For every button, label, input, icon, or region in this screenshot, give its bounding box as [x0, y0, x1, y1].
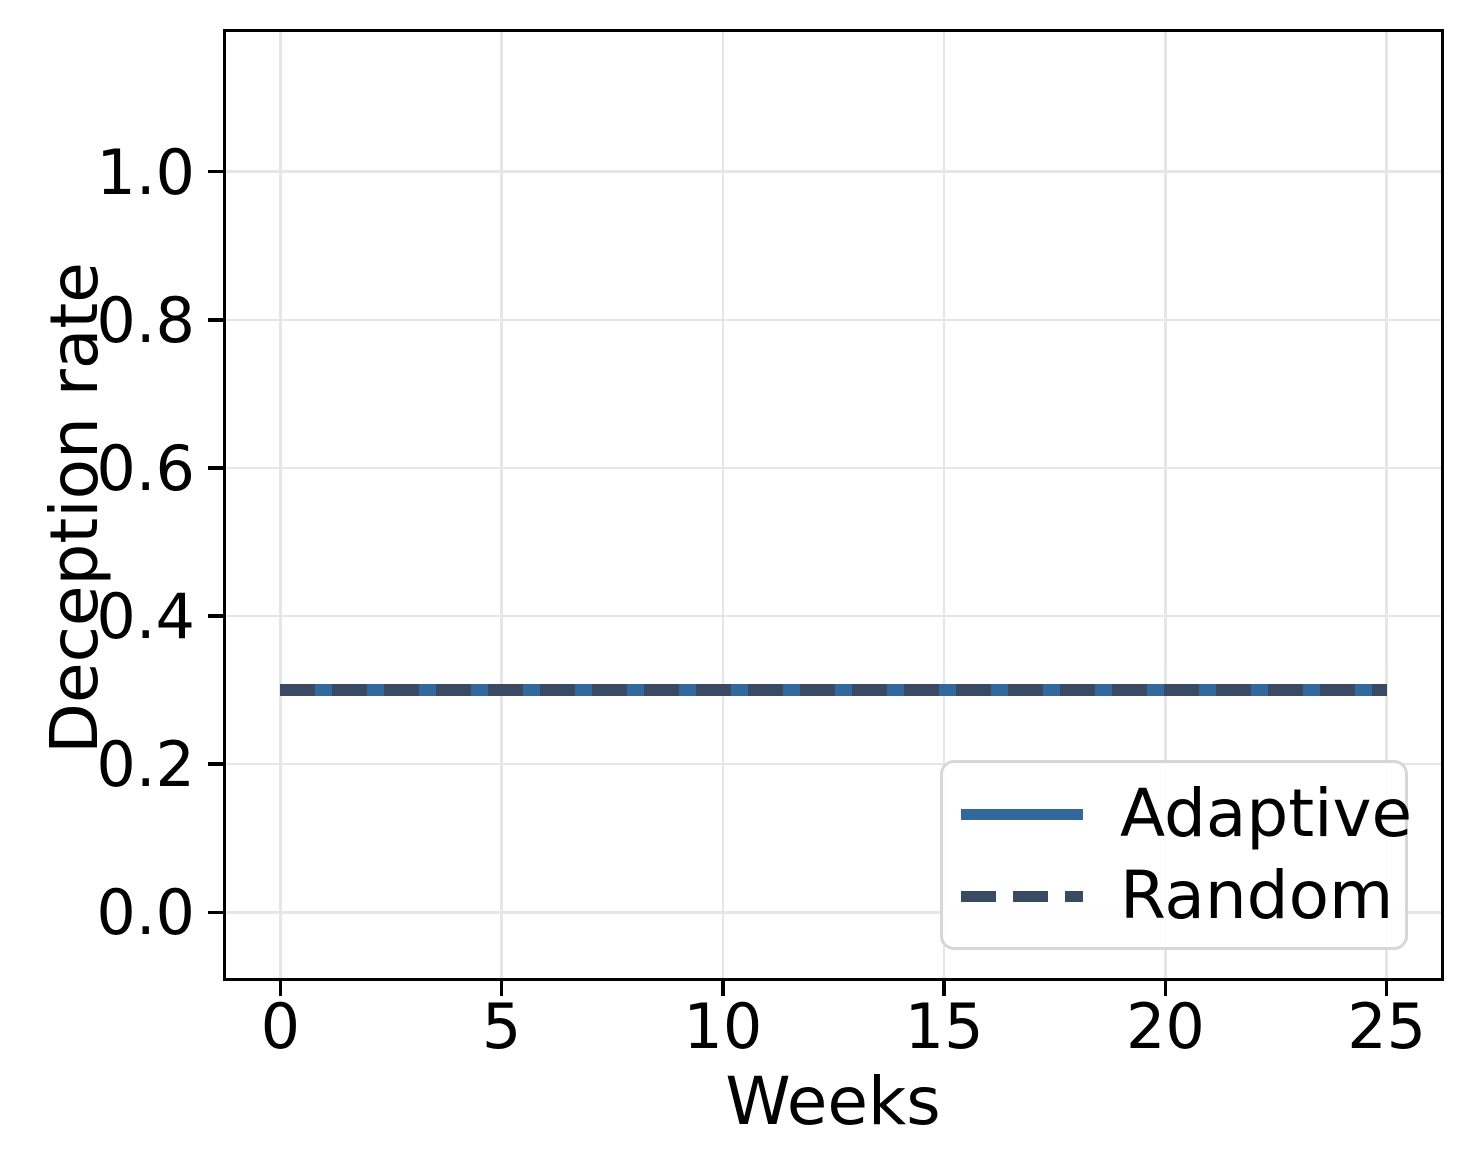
gridline-x: [721, 31, 725, 979]
x-tick-label: 0: [260, 990, 301, 1063]
y-tick: [208, 762, 223, 766]
x-tick: [942, 981, 946, 996]
x-tick: [499, 981, 504, 996]
legend-handle-random: [961, 890, 1083, 902]
series-line-random: [280, 684, 1387, 697]
y-tick-label: 1.0: [96, 135, 195, 209]
x-tick: [278, 981, 283, 996]
x-tick: [721, 981, 725, 996]
gridline-y: [225, 614, 1442, 618]
legend: Adaptive Random: [940, 760, 1412, 950]
legend-handle-adaptive: [961, 808, 1083, 820]
legend-label-adaptive: Adaptive: [1120, 775, 1413, 852]
y-tick-label: 0.8: [96, 283, 195, 357]
gridline-x: [279, 31, 282, 979]
x-tick-label: 15: [904, 990, 984, 1063]
y-tick: [208, 318, 223, 322]
y-tick: [208, 614, 223, 618]
gridline-x: [1385, 31, 1388, 979]
gridline-y: [225, 762, 1442, 766]
gridline-x: [1164, 31, 1167, 979]
gridline-y: [225, 318, 1442, 322]
x-tick: [1384, 981, 1389, 996]
legend-label-random: Random: [1120, 857, 1394, 934]
gridline-y: [225, 466, 1442, 470]
y-tick: [208, 466, 223, 470]
x-axis-title: Weeks: [725, 1063, 941, 1140]
gridline-y: [225, 170, 1442, 173]
x-tick-label: 5: [481, 990, 522, 1063]
x-tick-label: 25: [1347, 990, 1427, 1063]
y-tick: [208, 910, 223, 915]
gridline-x: [500, 31, 503, 979]
gridline-x: [942, 31, 946, 979]
y-tick-label: 0.6: [96, 431, 195, 505]
y-tick-label: 0.0: [96, 876, 195, 950]
gridline-y: [225, 911, 1442, 914]
y-tick-label: 0.4: [96, 580, 195, 654]
x-tick-label: 10: [683, 990, 763, 1063]
y-tick-label: 0.2: [96, 728, 195, 802]
x-tick: [1163, 981, 1168, 996]
legend-item-random: Random: [961, 855, 1393, 937]
legend-item-adaptive: Adaptive: [961, 773, 1412, 855]
y-tick: [208, 169, 223, 174]
x-tick-label: 20: [1125, 990, 1205, 1063]
